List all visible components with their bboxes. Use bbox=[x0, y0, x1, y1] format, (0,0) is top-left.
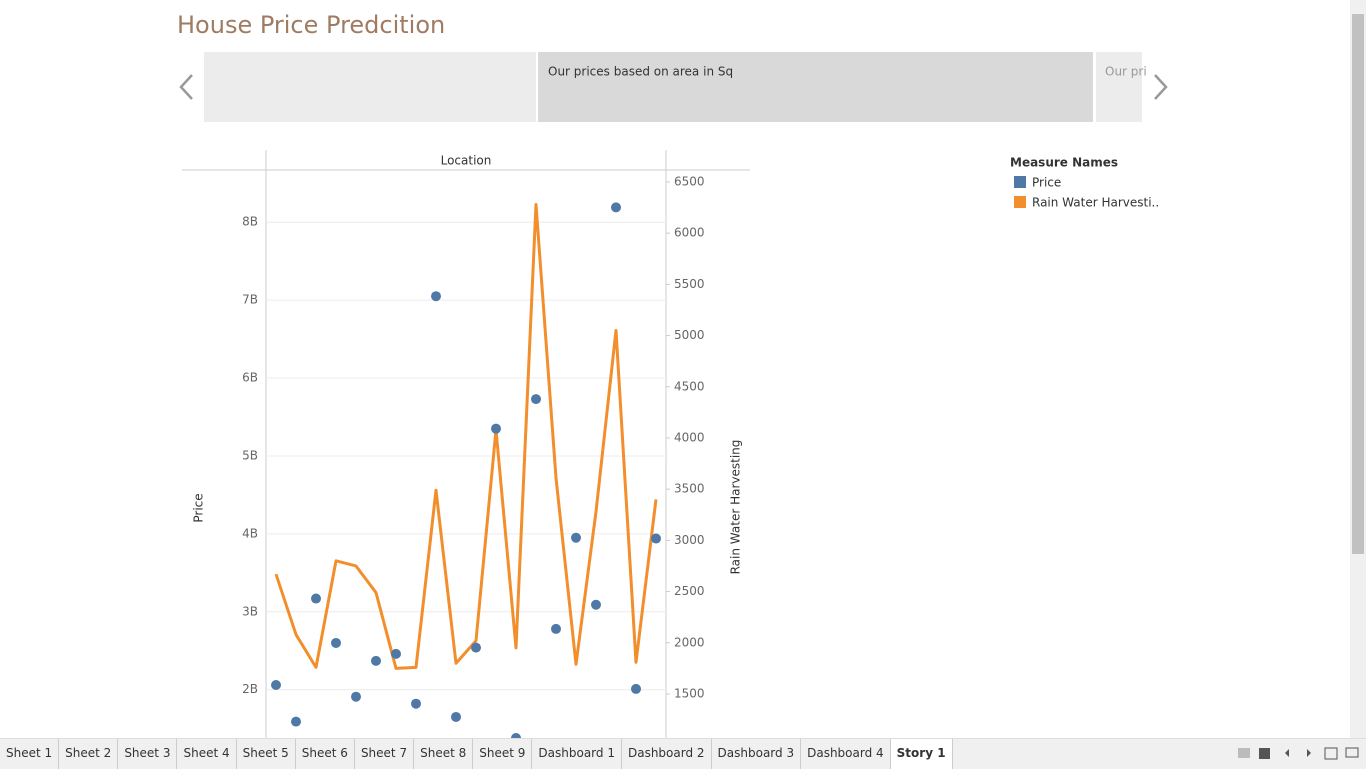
sheet-tab[interactable]: Sheet 1 bbox=[0, 739, 60, 769]
y2-tick-label: 6500 bbox=[674, 174, 705, 188]
scatter-point bbox=[651, 533, 661, 544]
story-caption[interactable]: Our pri bbox=[1105, 65, 1147, 79]
scatter-point bbox=[351, 691, 361, 702]
story-point[interactable] bbox=[204, 52, 536, 122]
y-tick-label: 7B bbox=[242, 293, 258, 307]
scatter-point bbox=[451, 711, 461, 722]
sheet-tab[interactable]: Dashboard 1 bbox=[532, 739, 622, 769]
scatter-point bbox=[591, 599, 601, 610]
legend-swatch bbox=[1014, 196, 1026, 208]
y-tick-label: 8B bbox=[242, 215, 258, 229]
scroll-thumb[interactable] bbox=[1352, 14, 1364, 554]
prev-arrow[interactable] bbox=[179, 74, 193, 100]
y-tick-label: 3B bbox=[242, 604, 258, 618]
icon[interactable] bbox=[1307, 749, 1311, 757]
scatter-point bbox=[291, 716, 301, 727]
y2-tick-label: 4500 bbox=[674, 379, 705, 393]
y2-tick-label: 1500 bbox=[674, 686, 705, 700]
title: House Price Predcition bbox=[177, 11, 445, 39]
y-tick-label: 6B bbox=[242, 371, 258, 385]
icon[interactable] bbox=[1324, 747, 1338, 760]
sheet-tab[interactable]: Sheet 3 bbox=[118, 739, 178, 769]
y-tick-label: 4B bbox=[242, 526, 258, 540]
scatter-point bbox=[271, 680, 281, 691]
y2-tick-label: 2500 bbox=[674, 584, 705, 598]
series-line bbox=[274, 203, 658, 670]
scatter-point bbox=[411, 698, 421, 709]
scatter-point bbox=[391, 648, 401, 659]
sheet-tab[interactable]: Sheet 5 bbox=[237, 739, 296, 769]
sheet-tab[interactable]: Dashboard 4 bbox=[801, 739, 891, 769]
scatter-point bbox=[431, 291, 441, 302]
sheet-tab[interactable]: Sheet 6 bbox=[296, 739, 355, 769]
sheet-tab[interactable]: Sheet 8 bbox=[414, 739, 474, 769]
tab-bar: Sheet 1 Sheet 2 Sheet 3 Sheet 4 Sheet 5 Sheet… bbox=[0, 738, 1366, 769]
icon[interactable] bbox=[1285, 749, 1289, 757]
icon[interactable] bbox=[1238, 748, 1250, 758]
sheet-tab[interactable]: Sheet 9 bbox=[473, 739, 533, 769]
story-point-active[interactable] bbox=[538, 52, 1093, 122]
y2-tick-label: 5500 bbox=[674, 277, 705, 291]
y2-tick-label: 3000 bbox=[674, 533, 705, 547]
legend-label: Price bbox=[1032, 176, 1061, 190]
scatter-point bbox=[371, 655, 381, 666]
next-arrow[interactable] bbox=[1154, 74, 1168, 100]
sheet-tab[interactable]: Dashboard 3 bbox=[712, 739, 802, 769]
y2-axis-label: Rain Water Harvesting bbox=[729, 440, 743, 575]
scatter-point bbox=[471, 642, 481, 653]
y2-tick-label: 5000 bbox=[674, 328, 705, 342]
nav-icons bbox=[1238, 747, 1359, 760]
y-tick-label: 2B bbox=[242, 682, 258, 696]
y2-tick-label: 2000 bbox=[674, 635, 705, 649]
y-tick-label: 5B bbox=[242, 448, 258, 462]
scatter-point bbox=[631, 683, 641, 694]
sheet-tab[interactable]: Sheet 2 bbox=[59, 739, 119, 769]
legend-swatch bbox=[1014, 176, 1026, 188]
sheet-tab[interactable]: Sheet 4 bbox=[177, 739, 237, 769]
scatter-point bbox=[531, 394, 541, 405]
story-view: House Price Predcition Our prices based … bbox=[177, 0, 1366, 738]
sheet-tab[interactable]: Dashboard 2 bbox=[622, 739, 712, 769]
story-point[interactable] bbox=[1096, 52, 1142, 122]
scatter-point bbox=[491, 423, 501, 434]
scatter-point bbox=[571, 532, 581, 543]
scatter-point bbox=[551, 623, 561, 634]
x-header: Location bbox=[441, 154, 492, 168]
y2-tick-label: 6000 bbox=[674, 226, 705, 240]
icon[interactable] bbox=[1345, 747, 1359, 758]
scatter-point bbox=[611, 202, 621, 213]
sheet-tab[interactable]: Sheet 7 bbox=[355, 739, 415, 769]
icon[interactable] bbox=[1259, 748, 1270, 759]
y2-tick-label: 4000 bbox=[674, 430, 705, 444]
story-caption[interactable]: Our prices based on area in Sq bbox=[548, 65, 733, 79]
scatter-point bbox=[331, 637, 341, 648]
y2-tick-label: 3500 bbox=[674, 482, 705, 496]
y-axis-label: Price bbox=[192, 493, 206, 522]
legend-label: Rain Water Harvesti.. bbox=[1032, 196, 1159, 210]
legend-title: Measure Names bbox=[1010, 156, 1118, 170]
scatter-point bbox=[511, 733, 521, 738]
scatter-point bbox=[311, 593, 321, 604]
sheet-tab[interactable]: Story 1 bbox=[890, 739, 953, 769]
